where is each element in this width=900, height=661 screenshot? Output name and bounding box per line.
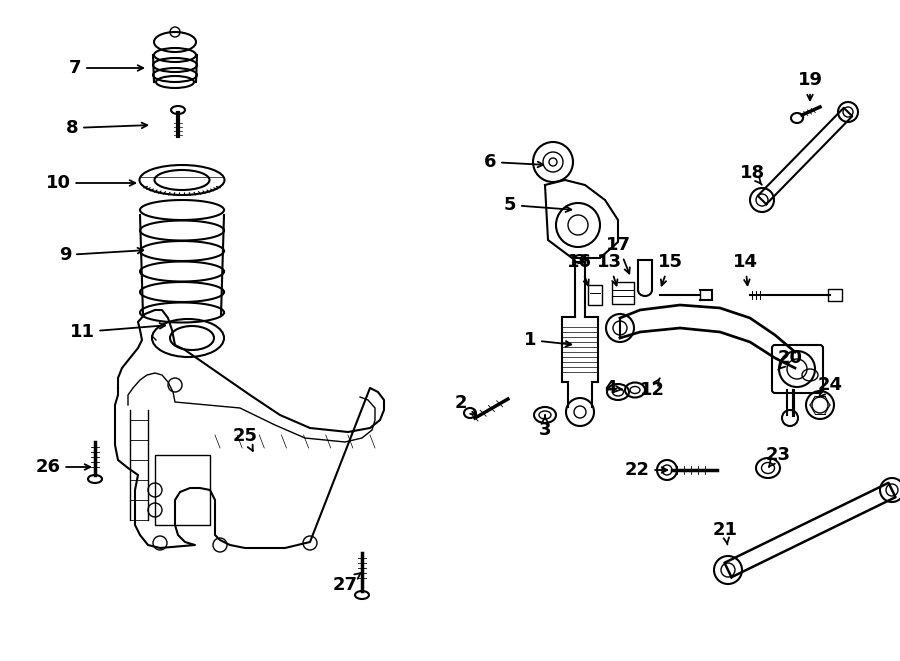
Text: 5: 5 xyxy=(504,196,572,214)
Text: 21: 21 xyxy=(713,521,737,545)
Text: 3: 3 xyxy=(539,415,551,439)
Polygon shape xyxy=(545,180,618,258)
Polygon shape xyxy=(758,108,852,204)
Text: 20: 20 xyxy=(778,349,803,369)
Bar xyxy=(612,282,634,304)
Text: 19: 19 xyxy=(797,71,823,100)
Text: 22: 22 xyxy=(625,461,667,479)
Text: 16: 16 xyxy=(566,253,591,286)
Text: 11: 11 xyxy=(69,323,166,341)
Bar xyxy=(155,455,210,525)
Text: 4: 4 xyxy=(604,379,622,397)
Polygon shape xyxy=(724,483,896,577)
Text: 24: 24 xyxy=(817,376,842,397)
Text: 12: 12 xyxy=(640,378,664,399)
Text: 13: 13 xyxy=(597,253,622,286)
Text: 14: 14 xyxy=(733,253,758,286)
Text: 15: 15 xyxy=(658,253,682,286)
Text: 18: 18 xyxy=(740,164,765,185)
Text: 23: 23 xyxy=(766,446,790,467)
Text: 27: 27 xyxy=(332,573,361,594)
Bar xyxy=(828,289,842,301)
Text: 17: 17 xyxy=(606,236,631,274)
Text: 10: 10 xyxy=(46,174,135,192)
Text: 9: 9 xyxy=(58,246,143,264)
Text: 1: 1 xyxy=(524,331,572,349)
Text: 8: 8 xyxy=(66,119,148,137)
Text: 25: 25 xyxy=(232,427,257,451)
Bar xyxy=(588,285,602,305)
Text: 26: 26 xyxy=(35,458,90,476)
Text: 6: 6 xyxy=(484,153,544,171)
Text: 7: 7 xyxy=(68,59,143,77)
Text: 2: 2 xyxy=(454,394,476,415)
Polygon shape xyxy=(620,305,795,368)
